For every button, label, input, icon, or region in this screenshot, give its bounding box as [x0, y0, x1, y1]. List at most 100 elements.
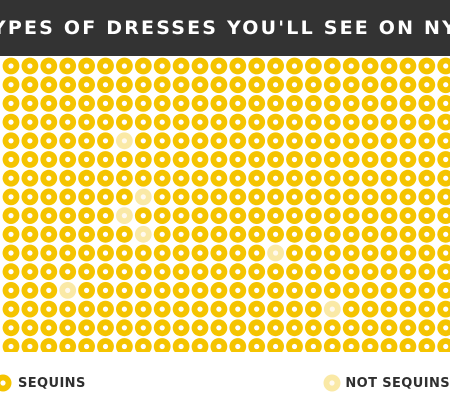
sequin-dot: [267, 207, 284, 225]
sequin-dot: [323, 244, 341, 262]
sequin-dot: [267, 263, 284, 281]
sequin-dot: [116, 263, 133, 281]
sequin-dot-icon: [0, 374, 12, 392]
sequin-dot: [380, 169, 398, 187]
sequin-dot: [40, 207, 58, 225]
sequin-dot: [59, 300, 77, 318]
sequin-dot: [210, 207, 228, 225]
sequin-dot: [172, 282, 190, 299]
sequin-dot: [267, 319, 284, 337]
sequin-dot: [2, 300, 20, 318]
sequin-dot: [78, 319, 95, 337]
sequin-dot: [191, 132, 209, 150]
sequin-dot: [418, 282, 436, 299]
sequin-dot: [380, 244, 398, 262]
sequin-dot: [323, 188, 341, 206]
sequin-dot: [2, 319, 20, 337]
sequin-dot: [134, 300, 152, 318]
sequin-dot: [153, 188, 171, 206]
sequin-dot: [361, 169, 379, 187]
sequin-dot: [134, 282, 152, 299]
sequin-dot: [40, 282, 58, 299]
sequin-dot: [40, 319, 58, 337]
sequin-dot: [2, 76, 20, 94]
sequin-dot: [97, 169, 114, 187]
sequin-dot: [2, 113, 20, 131]
sequin-dot: [210, 169, 228, 187]
sequin-dot: [97, 76, 114, 94]
sequin-dot: [437, 282, 450, 299]
sequin-dot: [78, 300, 95, 318]
sequin-dot: [210, 244, 228, 262]
sequin-dot: [97, 151, 114, 168]
sequin-dot: [380, 338, 398, 352]
sequin-dot: [97, 57, 114, 75]
sequin-dot: [342, 282, 360, 299]
sequin-dot: [172, 57, 190, 75]
sequin-dot: [21, 151, 39, 168]
sequin-dot: [437, 57, 450, 75]
sequin-dot: [134, 263, 152, 281]
sequin-dot: [342, 244, 360, 262]
sequin-dot: [78, 225, 95, 243]
sequin-dot: [191, 282, 209, 299]
sequin-dot: [172, 169, 190, 187]
sequin-dot: [418, 225, 436, 243]
not-sequin-dot: [134, 188, 152, 206]
sequin-dot: [342, 207, 360, 225]
sequin-dot: [286, 207, 303, 225]
sequin-dot: [248, 319, 266, 337]
sequin-dot: [229, 282, 247, 299]
sequin-dot: [361, 132, 379, 150]
sequin-dot: [418, 263, 436, 281]
sequin-dot: [116, 188, 133, 206]
sequin-dot: [399, 132, 417, 150]
sequin-dot: [248, 225, 266, 243]
sequin-dot: [248, 282, 266, 299]
sequin-dot: [342, 169, 360, 187]
sequin-dot: [172, 207, 190, 225]
sequin-dot: [116, 95, 133, 112]
sequin-dot: [134, 207, 152, 225]
sequin-dot: [380, 225, 398, 243]
sequin-dot: [380, 282, 398, 299]
sequin-dot: [191, 319, 209, 337]
sequin-dot: [116, 300, 133, 318]
sequin-dot: [59, 263, 77, 281]
sequin-dot: [361, 300, 379, 318]
sequin-dot: [78, 95, 95, 112]
sequin-dot: [153, 113, 171, 131]
sequin-dot: [399, 263, 417, 281]
sequin-dot: [59, 169, 77, 187]
sequin-dot: [418, 95, 436, 112]
sequin-dot: [21, 188, 39, 206]
sequin-dot: [267, 76, 284, 94]
sequin-dot: [399, 319, 417, 337]
sequin-dot: [248, 76, 266, 94]
sequin-dot: [305, 169, 322, 187]
sequin-dot: [229, 132, 247, 150]
sequin-dot: [286, 338, 303, 352]
sequin-dot: [116, 151, 133, 168]
sequin-dot: [248, 338, 266, 352]
sequin-dot: [153, 225, 171, 243]
sequin-dot: [229, 338, 247, 352]
sequin-dot: [59, 207, 77, 225]
sequin-dot: [21, 132, 39, 150]
sequin-dot: [116, 338, 133, 352]
sequin-dot: [399, 225, 417, 243]
sequin-dot: [380, 57, 398, 75]
sequin-dot: [153, 151, 171, 168]
sequin-dot: [21, 338, 39, 352]
sequin-dot: [2, 282, 20, 299]
sequin-dot: [286, 282, 303, 299]
sequin-dot: [59, 132, 77, 150]
sequin-dot: [97, 188, 114, 206]
sequin-dot: [418, 169, 436, 187]
sequin-dot: [267, 95, 284, 112]
sequin-dot: [210, 263, 228, 281]
sequin-dot: [248, 244, 266, 262]
sequin-dot: [248, 207, 266, 225]
sequin-dot: [361, 282, 379, 299]
sequin-dot: [134, 169, 152, 187]
